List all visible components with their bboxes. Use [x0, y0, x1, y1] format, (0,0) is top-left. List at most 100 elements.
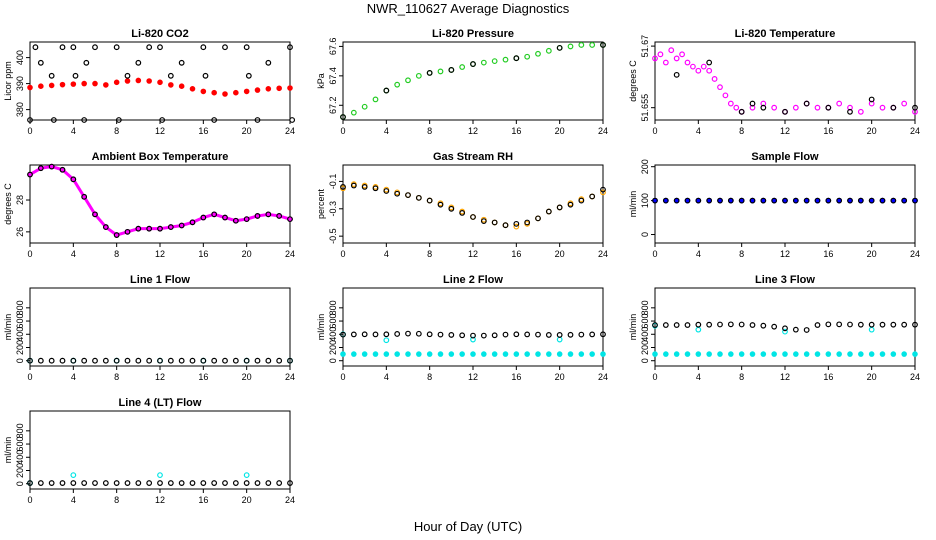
data-point: [157, 472, 163, 479]
data-point: [890, 104, 897, 111]
y-tick-label: 380: [15, 102, 25, 117]
data-point: [115, 117, 122, 123]
y-tick-label: 0: [15, 358, 25, 363]
data-point: [858, 351, 864, 357]
data-point: [481, 351, 487, 357]
data-point: [868, 321, 875, 328]
x-tick-label: 20: [555, 249, 565, 259]
data-point: [383, 351, 390, 357]
y-tick-label: 600: [15, 314, 25, 329]
y-tick-label: 400: [15, 327, 25, 342]
x-tick-label: 20: [555, 126, 565, 136]
data-point: [556, 336, 563, 343]
data-point: [48, 480, 55, 486]
data-point: [695, 326, 702, 333]
y-tick-label: 67.6: [328, 38, 338, 56]
y-axis-label: degrees C: [3, 183, 13, 225]
y-tick-label: 200: [328, 340, 338, 355]
data-point: [901, 100, 908, 107]
data-point: [459, 64, 466, 70]
x-tick-label: 24: [598, 126, 608, 136]
data-point: [480, 332, 487, 339]
data-point: [868, 351, 875, 357]
data-point: [771, 351, 777, 357]
data-point: [567, 201, 574, 208]
data-point: [679, 51, 685, 58]
x-tick-label: 12: [155, 495, 165, 505]
data-point: [383, 188, 390, 194]
data-point: [405, 77, 411, 84]
y-tick-label: 800: [15, 423, 25, 438]
data-point: [83, 59, 90, 66]
series-line-2-flow-low: [340, 351, 606, 357]
data-point: [470, 351, 476, 357]
data-point: [157, 44, 163, 51]
y-tick-label: 26: [15, 227, 25, 237]
x-tick-label: 20: [555, 372, 565, 382]
data-point: [437, 331, 444, 338]
data-point: [727, 197, 734, 204]
data-point: [727, 100, 734, 107]
data-point: [782, 108, 788, 115]
data-point: [72, 72, 79, 79]
data-point: [792, 326, 799, 333]
data-point: [135, 480, 142, 486]
data-point: [361, 103, 368, 110]
data-point: [684, 197, 691, 204]
data-point: [289, 117, 296, 123]
data-point: [222, 357, 228, 364]
data-point: [405, 351, 411, 357]
series-line: [29, 165, 291, 237]
series-line-2-flow-hourly-mean: [340, 330, 606, 339]
x-tick-label: 24: [598, 249, 608, 259]
data-point: [771, 197, 778, 204]
data-point: [350, 182, 357, 189]
data-point: [589, 331, 596, 338]
data-point: [684, 351, 691, 357]
data-point: [912, 197, 918, 204]
data-point: [868, 326, 875, 333]
data-point: [394, 81, 401, 88]
data-point: [782, 351, 788, 357]
data-point: [59, 357, 66, 364]
x-tick-label: 24: [910, 249, 920, 259]
data-point: [782, 325, 788, 332]
data-point: [200, 88, 207, 95]
y-axis-label: kPa: [316, 73, 326, 89]
x-tick-label: 16: [823, 372, 833, 382]
figure-x-axis-label: Hour of Day (UTC): [414, 519, 522, 534]
data-point: [124, 78, 131, 84]
data-point: [857, 108, 864, 115]
data-point: [265, 480, 272, 486]
data-point: [254, 87, 261, 93]
data-point: [513, 331, 520, 338]
data-point: [513, 55, 520, 62]
data-point: [567, 331, 574, 338]
data-point: [717, 321, 723, 328]
data-point: [287, 480, 293, 486]
data-point: [265, 59, 272, 66]
data-point: [695, 67, 702, 74]
data-point: [113, 232, 120, 238]
x-tick-label: 8: [739, 249, 744, 259]
x-tick-label: 4: [384, 126, 389, 136]
data-point: [901, 321, 908, 328]
x-tick-label: 12: [780, 372, 790, 382]
data-point: [81, 480, 88, 486]
series-reference-points: [27, 44, 296, 123]
data-point: [706, 67, 713, 74]
data-point: [113, 357, 120, 364]
x-tick-label: 8: [427, 126, 432, 136]
x-tick-label: 16: [511, 372, 521, 382]
data-point: [102, 224, 109, 230]
chart-title: Li-820 Temperature: [735, 28, 836, 40]
x-tick-label: 4: [71, 126, 76, 136]
data-point: [113, 79, 120, 86]
data-point: [836, 197, 843, 204]
data-point: [545, 47, 552, 54]
data-point: [470, 336, 476, 343]
data-point: [222, 44, 228, 51]
data-point: [502, 222, 509, 229]
data-point: [361, 351, 368, 357]
